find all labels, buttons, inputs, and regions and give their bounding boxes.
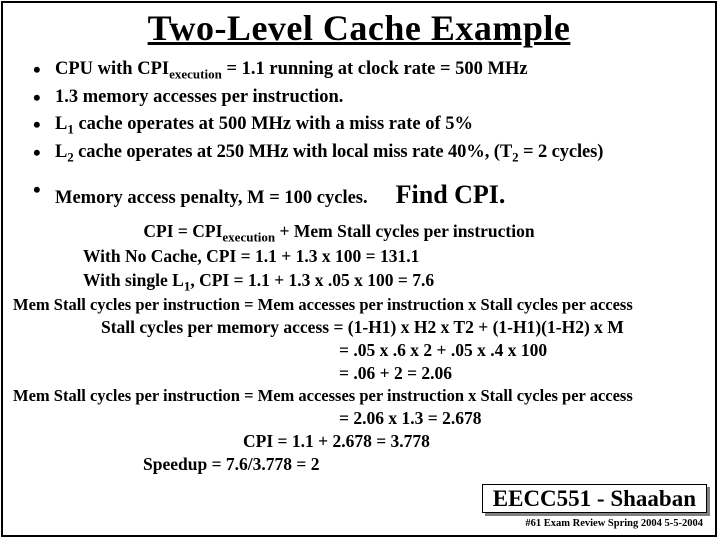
footer-box: EECC551 - Shaaban — [482, 484, 707, 513]
b3-pre: L — [55, 114, 67, 134]
bullet-5: Memory access penalty, M = 100 cycles. F… — [33, 177, 697, 212]
line-10: CPI = 1.1 + 2.678 = 3.778 — [13, 430, 705, 453]
line-7: = .06 + 2 = 2.06 — [13, 362, 705, 385]
b1-post: = 1.1 running at clock rate = 500 MHz — [222, 59, 528, 79]
line-3: With single L1, CPI = 1.1 + 1.3 x .05 x … — [13, 269, 705, 295]
b3-post: cache operates at 500 MHz with a miss ra… — [74, 114, 473, 134]
line-8: Mem Stall cycles per instruction = Mem a… — [13, 385, 705, 407]
bullet-2: 1.3 memory accesses per instruction. — [33, 85, 697, 110]
footer-sub: #61 Exam Review Spring 2004 5-5-2004 — [525, 518, 703, 529]
l1-post: + Mem Stall cycles per instruction — [275, 221, 534, 241]
bullet-4: L2 cache operates at 250 MHz with local … — [33, 140, 697, 166]
line-1: CPI = CPIexecution + Mem Stall cycles pe… — [0, 220, 705, 246]
line-4: Mem Stall cycles per instruction = Mem a… — [13, 294, 705, 316]
b1-pre: CPU with CPI — [55, 59, 169, 79]
l3-post: , CPI = 1.1 + 1.3 x .05 x 100 = 7.6 — [190, 270, 434, 290]
bullet-3: L1 cache operates at 500 MHz with a miss… — [33, 112, 697, 138]
body-text: CPI = CPIexecution + Mem Stall cycles pe… — [3, 214, 715, 477]
b1-sub: execution — [169, 67, 222, 82]
bullet-list: CPU with CPIexecution = 1.1 running at c… — [3, 49, 715, 212]
b5-text: Memory access penalty, M = 100 cycles. — [55, 186, 368, 211]
line-11: Speedup = 7.6/3.778 = 2 — [13, 453, 705, 476]
l1-sub: execution — [222, 229, 275, 244]
l3-pre: With single L — [83, 270, 184, 290]
b4-post2: = 2 cycles) — [518, 142, 603, 162]
slide-title: Two-Level Cache Example — [3, 3, 715, 49]
line-5: Stall cycles per memory access = (1-H1) … — [13, 316, 705, 339]
line-9: = 2.06 x 1.3 = 2.678 — [13, 407, 705, 430]
bullet-1: CPU with CPIexecution = 1.1 running at c… — [33, 57, 697, 83]
b4-pre: L — [55, 142, 67, 162]
find-cpi: Find CPI. — [396, 177, 506, 212]
b4-post1: cache operates at 250 MHz with local mis… — [74, 142, 512, 162]
footer-course: EECC551 - Shaaban — [493, 486, 696, 511]
line-6: = .05 x .6 x 2 + .05 x .4 x 100 — [13, 339, 705, 362]
l1-pre: CPI = CPI — [143, 221, 222, 241]
slide-container: Two-Level Cache Example CPU with CPIexec… — [1, 1, 717, 537]
line-2: With No Cache, CPI = 1.1 + 1.3 x 100 = 1… — [13, 245, 705, 268]
